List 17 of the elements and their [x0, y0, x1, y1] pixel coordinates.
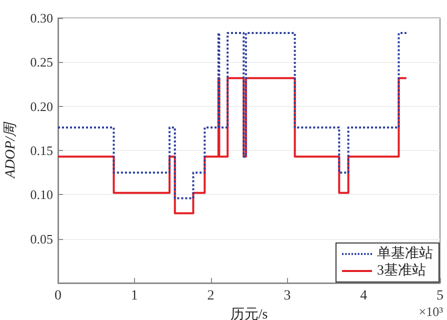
text: ×10³ [418, 304, 444, 319]
x-tick-label: 2 [207, 288, 214, 304]
x-axis-title: 历元/s [230, 307, 268, 320]
y-tick-label: 0.20 [30, 98, 53, 114]
y-tick-label: 0.05 [30, 231, 53, 246]
legend-label: 单基准站 [377, 246, 433, 262]
y-tick-label: 0.30 [30, 10, 53, 26]
y-tick-label: 0.10 [30, 187, 53, 202]
y-axis-title: ADOP/周 [4, 120, 18, 180]
y-tick-label: 0.15 [30, 143, 53, 158]
x-tick-label: 0 [54, 288, 62, 304]
y-tick-label: 0.25 [30, 54, 53, 70]
legend-label: 3基准站 [377, 262, 426, 278]
x-tick-label: 5 [436, 288, 444, 304]
x-tick-label: 3 [284, 288, 291, 304]
x-tick-label: 4 [360, 288, 368, 304]
x-tick-label: 1 [130, 288, 138, 304]
